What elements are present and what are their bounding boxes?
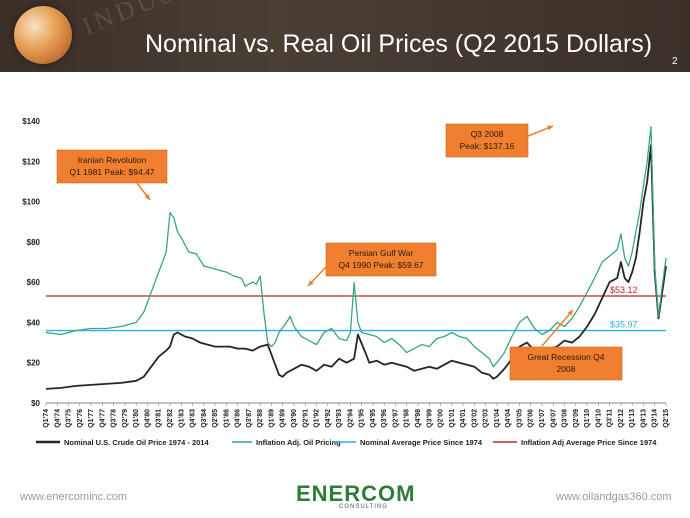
x-tick-label: Q3'84	[201, 409, 208, 428]
y-tick-label: $80	[27, 238, 41, 247]
x-tick-label: Q4'98	[415, 409, 422, 428]
callout-text-recession: Great Recession Q4	[527, 352, 604, 362]
callout-arrowhead-q3_2008	[547, 125, 553, 131]
x-tick-label: Q3'02	[471, 409, 478, 428]
x-tick-label: Q2'06	[528, 409, 535, 428]
y-tick-label: $0	[31, 399, 40, 408]
callout-text-q3_2008: Q3 2008	[471, 129, 504, 139]
y-tick-label: $120	[22, 157, 40, 166]
x-tick-label: Q1'89	[268, 409, 275, 428]
x-tick-label: Q4'04	[505, 409, 512, 428]
callout-box-q3_2008	[445, 123, 529, 158]
x-tick-label: Q2'97	[392, 409, 399, 428]
x-tick-label: Q4'77	[99, 409, 106, 428]
x-tick-label: Q3'14	[652, 409, 659, 428]
page-number: 2	[672, 56, 678, 67]
x-tick-label: Q2'09	[573, 409, 580, 428]
page-title: Nominal vs. Real Oil Prices (Q2 2015 Dol…	[145, 30, 653, 58]
x-tick-label: Q2'91	[302, 409, 309, 428]
x-tick-label: Q3'96	[381, 409, 388, 428]
callout-text-recession: 2008	[557, 364, 576, 374]
footer-right-url[interactable]: www.oilandgas360.com	[556, 491, 672, 503]
legend-label-2: Nominal Average Price Since 1974	[360, 438, 483, 447]
x-tick-label: Q1'10	[584, 409, 591, 428]
x-tick-label: Q1'13	[629, 409, 636, 428]
x-tick-label: Q3'90	[291, 409, 298, 428]
x-tick-label: Q1'74	[43, 409, 50, 428]
x-tick-label: Q3'75	[66, 409, 73, 428]
callout-text-q3_2008: Peak: $137.16	[460, 141, 515, 151]
x-tick-label: Q3'81	[156, 409, 163, 428]
x-tick-label: Q1'04	[494, 409, 501, 428]
callout-text-iranian: Iranian Revolution	[78, 155, 147, 165]
y-tick-label: $20	[27, 359, 41, 368]
callout-arrowhead-iranian	[144, 194, 150, 200]
x-tick-label: Q3'11	[607, 409, 614, 428]
x-tick-label: Q1'83	[178, 409, 185, 428]
x-tick-label: Q1'95	[359, 409, 366, 428]
x-tick-label: Q2'00	[438, 409, 445, 428]
x-tick-label: Q4'01	[460, 409, 467, 428]
footer-left-url[interactable]: www.enercominc.com	[20, 491, 127, 503]
callout-arrow-recession	[541, 309, 574, 347]
y-tick-label: $40	[27, 318, 41, 327]
x-tick-label: Q4'92	[325, 409, 332, 428]
x-tick-label: Q1'80	[133, 409, 140, 428]
x-tick-label: Q3'78	[111, 409, 118, 428]
x-tick-label: Q4'10	[595, 409, 602, 428]
y-tick-label: $100	[22, 198, 40, 207]
x-tick-label: Q3'87	[246, 409, 253, 428]
logo-text: ENERCOM	[296, 481, 416, 506]
y-tick-label: $60	[27, 278, 41, 287]
oil-price-chart: $0 $20 $40 $60 $80 $100 $120 $140 Q1'74 Q4'74 Q3'7…	[22, 117, 670, 447]
callout-arrowhead-gulf	[308, 280, 314, 286]
x-tick-label: Q3'99	[426, 409, 433, 428]
x-tick-label: Q4'89	[280, 409, 287, 428]
x-tick-label: Q1'86	[223, 409, 230, 428]
x-tick-label: Q4'83	[190, 409, 197, 428]
x-tick-label: Q1'98	[404, 409, 411, 428]
x-tick-label: Q3'05	[516, 409, 523, 428]
callout-text-iranian: Q1 1981 Peak: $94.47	[69, 167, 154, 177]
callout-box-gulf	[325, 242, 437, 277]
reference-line-label-inflation_avg: $53.12	[610, 285, 638, 295]
callout-arrowhead-recession	[567, 310, 573, 316]
x-tick-label: Q2'88	[257, 409, 264, 428]
x-tick-label: Q4'13	[640, 409, 647, 428]
x-tick-label: Q4'95	[370, 409, 377, 428]
x-tick-label: Q2'76	[77, 409, 84, 428]
x-tick-label: Q4'07	[550, 409, 557, 428]
industry-globe-icon	[14, 6, 72, 64]
x-tick-label: Q2'82	[167, 409, 174, 428]
logo-subtext: CONSULTING	[339, 504, 388, 510]
series-line-nominal	[45, 144, 667, 390]
x-tick-label: Q3'08	[562, 409, 569, 428]
x-tick-label: Q2'12	[618, 409, 625, 428]
x-tick-label: Q2'79	[122, 409, 129, 428]
reference-line-label-nominal_avg: $35.97	[610, 320, 638, 330]
x-tick-label: Q4'80	[144, 409, 151, 428]
x-tick-label: Q2'85	[212, 409, 219, 428]
callout-box-recession	[509, 346, 623, 381]
x-tick-label: Q3'93	[336, 409, 343, 428]
header-banner: INDUSTRY Nominal vs. Real Oil Prices (Q2…	[0, 0, 690, 72]
x-tick-label: Q1'77	[88, 409, 95, 428]
callout-text-gulf: Q4 1990 Peak: $59.67	[338, 260, 423, 270]
x-tick-label: Q4'86	[235, 409, 242, 428]
x-tick-label: Q2'94	[347, 409, 354, 428]
callout-text-gulf: Persian Gulf War	[349, 248, 414, 258]
enercom-logo: ENERCOM CONSULTING	[296, 481, 414, 513]
x-tick-label: Q1'07	[539, 409, 546, 428]
x-tick-label: Q2'03	[483, 409, 490, 428]
x-tick-label: Q1'01	[449, 409, 456, 428]
legend-label-3: Inflation Adj Average Price Since 1974	[521, 438, 657, 447]
x-tick-label: Q4'74	[54, 409, 61, 428]
legend-label-0: Nominal U.S. Crude Oil Price 1974 - 2014	[64, 438, 209, 447]
legend-label-1: Inflation Adj. Oil Pricing	[256, 438, 341, 447]
x-tick-label: Q1'92	[314, 409, 321, 428]
x-tick-label: Q2'15	[663, 409, 670, 428]
callout-box-iranian	[56, 149, 168, 184]
series-line-inflation	[45, 125, 667, 368]
y-tick-label: $140	[22, 117, 40, 126]
